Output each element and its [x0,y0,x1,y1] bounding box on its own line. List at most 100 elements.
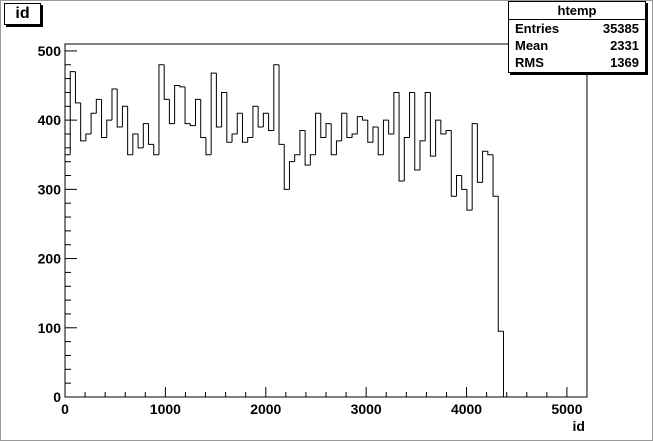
stats-row-mean: Mean 2331 [509,37,645,54]
histogram-bin [367,120,373,143]
histogram-bin [487,151,494,156]
histogram-bin [482,150,488,183]
histogram-bin [252,105,259,138]
histogram-bin [205,137,212,156]
histogram-bin [341,112,347,141]
histogram-bin [492,154,499,197]
histogram-bin [461,175,467,190]
histogram-bin [106,119,112,138]
x-tick-label: 4000 [451,401,482,417]
histogram-bin [210,72,217,155]
histogram-bin [200,99,206,138]
histogram-bin [101,99,107,138]
histogram-bin [184,86,191,125]
histogram-bin [69,71,76,155]
histogram-bin [294,154,300,162]
histogram-bin [299,130,306,155]
histogram-bin [221,91,227,128]
histogram-bin [90,112,97,134]
histogram-bin [273,64,280,131]
histogram-bin [466,189,473,211]
x-tick-label: 5000 [551,401,582,417]
stats-label: RMS [515,55,544,70]
histogram-bin [309,154,316,166]
histogram-bin [424,91,431,141]
histogram-bin [64,154,71,397]
histogram-bin [414,92,420,171]
stats-title: htemp [509,2,645,20]
stats-label: Entries [515,21,560,36]
histogram-bin [142,123,149,148]
histogram-bin [429,92,436,157]
histogram-bin [372,126,379,143]
axes: 0 1000 2000 3000 4000 5000 0 100 200 300 400 500 [38,43,588,417]
histogram-bin [356,116,363,134]
histogram-bin [189,123,196,127]
histogram-bin [450,130,457,197]
histogram-bin [74,71,81,104]
stats-value: 35385 [602,21,639,36]
histogram-bars [64,64,504,397]
histogram-bin [304,130,311,166]
histogram-bin [163,64,170,100]
histogram-bin [236,112,243,134]
histogram-bin [283,144,290,190]
histogram-bin [325,123,332,138]
histogram-bin [95,98,102,114]
histogram-bin [382,119,389,155]
stats-row-entries: Entries 35385 [509,20,645,37]
histogram-bin [346,113,353,138]
histogram-bin [132,133,139,155]
canvas-title: id [4,3,41,25]
histogram-bin [419,140,426,170]
histogram-bin [148,123,154,145]
histogram-bin [377,127,384,156]
x-tick-label: 0 [61,401,69,417]
stats-label: Mean [515,38,549,53]
histogram-bin [215,73,222,128]
histogram-bin [111,88,118,121]
histogram-bin [471,123,478,211]
histogram-bin [121,105,128,128]
histogram-bin [440,120,447,135]
stats-box: htemp Entries 35385 Mean 2331 RMS 1369 [508,1,646,73]
x-tick-label: 1000 [150,401,181,417]
y-tick-label: 300 [38,181,62,197]
histogram-bin [330,123,337,156]
histogram-bin [398,92,405,182]
histogram-bin [320,113,326,138]
histogram-bin [241,113,248,143]
histogram-bin [445,130,452,134]
histogram-bin [456,175,462,197]
histogram-bin [80,102,86,142]
stats-row-rms: RMS 1369 [509,54,645,71]
histogram-bin [268,113,274,132]
histogram-bin [226,92,233,143]
histogram-bin [315,112,321,155]
histogram-bin [476,123,483,183]
histogram-bin [388,120,394,135]
stats-value: 2331 [610,38,639,53]
histogram-bin [85,133,92,141]
histogram-bin [174,85,180,124]
histogram-bin [127,106,133,156]
histogram-bin [362,116,368,121]
histogram-bin [158,64,165,155]
histogram-bin [153,144,159,156]
histogram-bin [231,133,238,143]
histogram-bin [351,133,358,138]
histogram-bin [195,98,201,126]
x-tick-label: 3000 [351,401,382,417]
histogram-bin [278,64,285,145]
histogram-bin [247,136,253,143]
histogram-bin [168,99,175,125]
histogram-bin [403,136,410,182]
histogram-bin [179,85,186,88]
histogram-bin [257,106,264,128]
stats-value: 1369 [610,55,639,70]
y-tick-label: 500 [38,43,62,59]
plot-frame [64,43,588,398]
y-tick-label: 0 [53,389,61,405]
y-tick-label: 100 [38,320,62,336]
